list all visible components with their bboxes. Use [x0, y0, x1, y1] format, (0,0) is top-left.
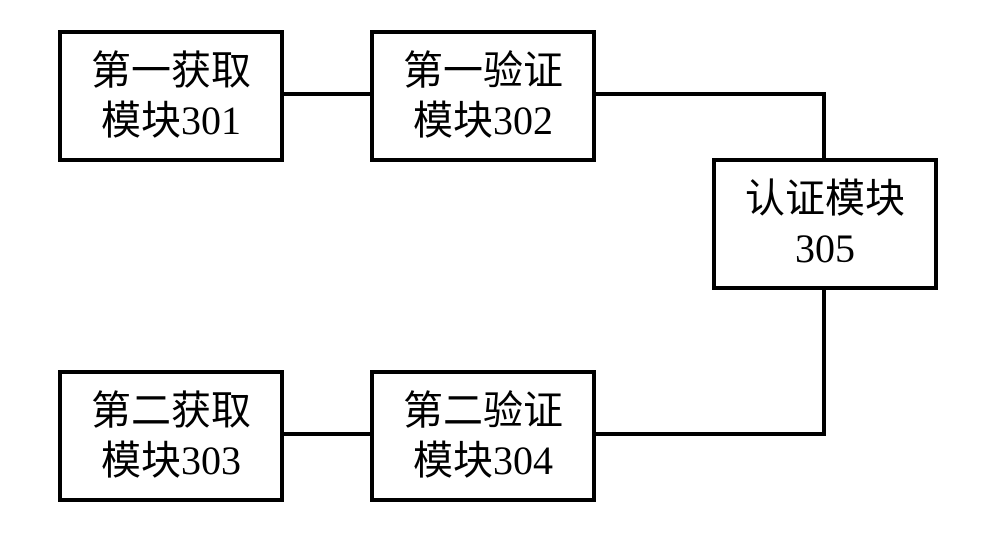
- node-305: 认证模块 305: [712, 158, 938, 290]
- node-301: 第一获取 模块301: [58, 30, 284, 162]
- node-304-line1: 第二验证: [403, 386, 563, 436]
- node-302-line2: 模块302: [413, 96, 553, 146]
- edge-304-305-h: [596, 432, 826, 436]
- node-303-line1: 第二获取: [91, 386, 251, 436]
- node-301-line1: 第一获取: [91, 46, 251, 96]
- node-303: 第二获取 模块303: [58, 370, 284, 502]
- diagram-canvas: 第一获取 模块301 第一验证 模块302 第二获取 模块303 第二验证 模块…: [0, 0, 1000, 549]
- node-305-line1: 认证模块: [745, 174, 905, 224]
- node-301-line2: 模块301: [101, 96, 241, 146]
- node-304: 第二验证 模块304: [370, 370, 596, 502]
- edge-302-305-v: [822, 92, 826, 158]
- node-304-line2: 模块304: [413, 436, 553, 486]
- node-302-line1: 第一验证: [403, 46, 563, 96]
- node-302: 第一验证 模块302: [370, 30, 596, 162]
- edge-303-304: [284, 432, 370, 436]
- node-303-line2: 模块303: [101, 436, 241, 486]
- edge-301-302: [284, 92, 370, 96]
- node-305-line2: 305: [795, 224, 855, 274]
- edge-304-305-v: [822, 290, 826, 436]
- edge-302-305-h: [596, 92, 826, 96]
